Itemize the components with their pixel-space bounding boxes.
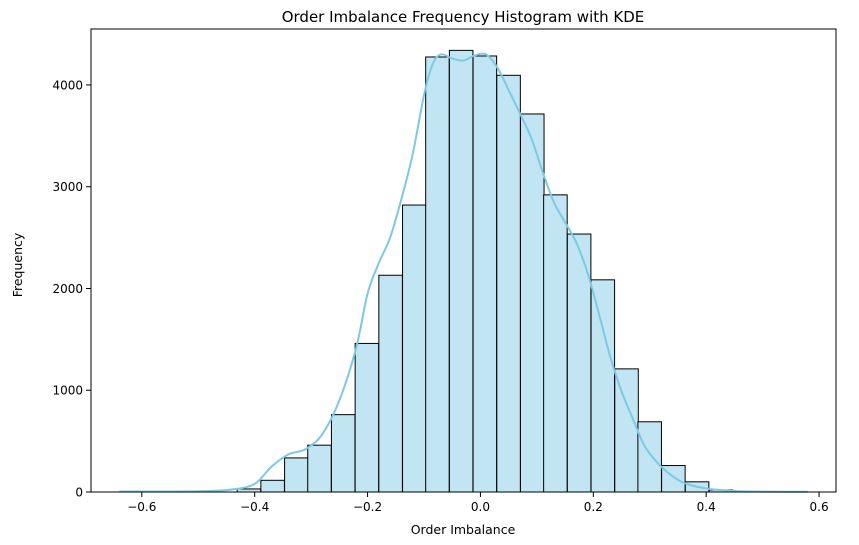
y-tick-label: 2000 [52, 282, 83, 296]
histogram-bar [448, 49, 474, 493]
histogram-bar [496, 74, 521, 493]
histogram-bar [378, 274, 403, 493]
x-tick-label: −0.4 [240, 500, 269, 514]
histogram-bar [590, 279, 616, 493]
histogram-bar [354, 342, 380, 493]
y-tick-label: 3000 [52, 180, 83, 194]
x-tick-label: −0.2 [353, 500, 382, 514]
histogram-bar [543, 194, 568, 493]
chart-title: Order Imbalance Frequency Histogram with… [282, 8, 645, 26]
histogram-bar [520, 113, 545, 493]
kde-curve [119, 52, 808, 493]
y-tick-label: 4000 [52, 78, 83, 92]
histogram-bar [330, 414, 356, 493]
histogram-bar [402, 204, 427, 493]
y-tick-label: 1000 [52, 384, 83, 398]
histogram-bar [425, 56, 450, 493]
histogram-bar [307, 444, 332, 493]
histogram-bar [284, 457, 309, 493]
x-tick-label: 0.0 [471, 500, 490, 514]
histogram-bar [637, 421, 662, 493]
x-axis-ticks: −0.6 −0.4 −0.2 0.0 0.2 0.4 0.6 [127, 492, 829, 514]
histogram-bar [472, 55, 498, 493]
x-tick-label: −0.6 [127, 500, 156, 514]
x-tick-label: 0.2 [584, 500, 603, 514]
histogram-bar [260, 479, 285, 493]
x-tick-label: 0.6 [810, 500, 829, 514]
plot-frame [90, 28, 837, 493]
y-axis-label: Frequency [10, 232, 25, 297]
x-axis-label: Order Imbalance [411, 522, 516, 537]
x-tick-label: 0.4 [697, 500, 716, 514]
histogram-bar [614, 368, 639, 493]
y-tick-label: 0 [75, 486, 83, 500]
y-axis-ticks: 0 1000 2000 3000 4000 [52, 78, 91, 500]
bars-layer [236, 49, 734, 493]
